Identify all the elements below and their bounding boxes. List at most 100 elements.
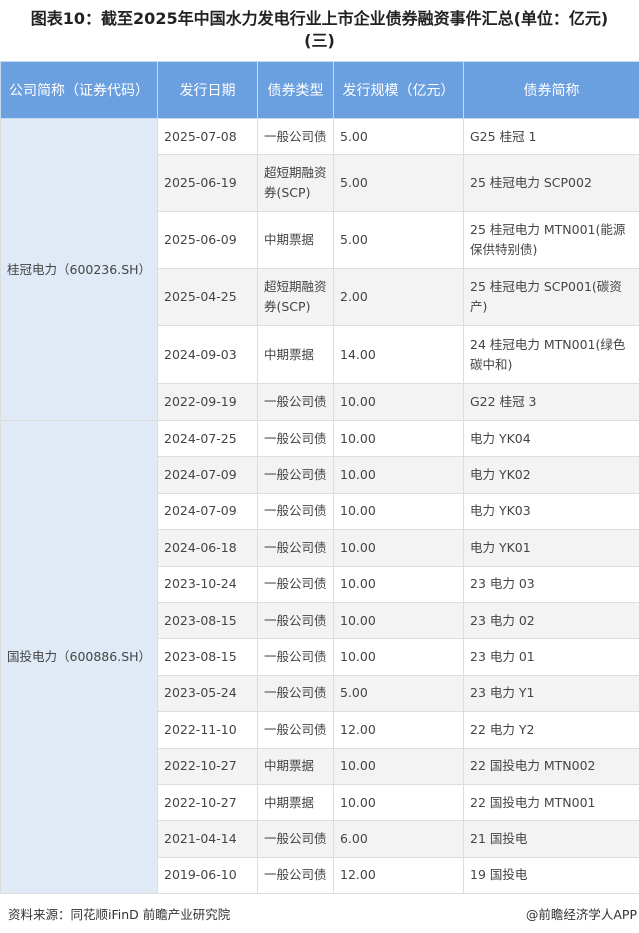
amount-cell: 14.00 [333, 325, 464, 384]
bond-name-cell: 25 桂冠电力 SCP001(碳资产) [463, 268, 639, 326]
date-cell: 2022-10-27 [157, 783, 258, 822]
amount-cell: 10.00 [333, 492, 464, 531]
amount-cell: 10.00 [333, 419, 464, 458]
date-cell: 2022-09-19 [157, 383, 258, 421]
title-line-1: 图表10：截至2025年中国水力发电行业上市企业债券融资事件汇总(单位：亿元) [30, 9, 609, 28]
type-cell: 中期票据 [257, 747, 334, 785]
table-row: 2025-04-25 超短期融资券(SCP) 2.00 25 桂冠电力 SCP001(… [1, 268, 639, 326]
type-cell: 一般公司债 [257, 529, 334, 567]
amount-cell: 10.00 [333, 456, 464, 494]
amount-cell: 5.00 [333, 674, 464, 713]
date-cell: 2024-07-25 [157, 419, 258, 458]
header-row: 公司简称（证券代码） 发行日期 债券类型 发行规模（亿元） 债券简称 [0, 61, 639, 119]
title-line-2: (三) [304, 31, 335, 50]
bond-name-cell: 21 国投电 [463, 820, 639, 858]
bond-name-cell: 电力 YK01 [463, 529, 639, 567]
type-cell: 一般公司债 [257, 711, 334, 749]
bond-name-cell: 19 国投电 [463, 856, 639, 895]
type-cell: 一般公司债 [257, 118, 334, 155]
date-cell: 2019-06-10 [157, 856, 258, 895]
type-cell: 一般公司债 [257, 638, 334, 676]
type-cell: 超短期融资券(SCP) [257, 154, 334, 212]
amount-cell: 12.00 [333, 856, 464, 895]
bond-name-cell: 电力 YK02 [463, 456, 639, 494]
company-cell: 国投电力（600886.SH） [0, 419, 158, 895]
bond-name-cell: 22 国投电力 MTN001 [463, 783, 639, 822]
bond-name-cell: 电力 YK03 [463, 492, 639, 531]
date-cell: 2023-08-15 [157, 601, 258, 640]
chart-title: 图表10：截至2025年中国水力发电行业上市企业债券融资事件汇总(单位：亿元) … [0, 8, 639, 52]
date-cell: 2022-11-10 [157, 711, 258, 749]
date-cell: 2024-07-09 [157, 492, 258, 531]
bond-name-cell: 25 桂冠电力 SCP002 [463, 154, 639, 212]
company-cell: 桂冠电力（600236.SH） [0, 118, 158, 421]
header-amount: 发行规模（亿元） [333, 61, 464, 119]
header-company: 公司简称（证券代码） [0, 61, 158, 119]
type-cell: 一般公司债 [257, 419, 334, 458]
amount-cell: 10.00 [333, 565, 464, 603]
type-cell: 一般公司债 [257, 601, 334, 640]
bond-name-cell: 22 电力 Y2 [463, 711, 639, 749]
bond-name-cell: 23 电力 Y1 [463, 674, 639, 713]
table-row: 国投电力（600886.SH） 2024-07-25 一般公司债 10.00 电力 YK… [0, 419, 639, 895]
bond-name-cell: 23 电力 01 [463, 638, 639, 676]
bond-name-cell: G25 桂冠 1 [463, 118, 639, 155]
amount-cell: 10.00 [333, 383, 464, 421]
type-cell: 一般公司债 [257, 820, 334, 858]
bond-name-cell: 24 桂冠电力 MTN001(绿色碳中和) [463, 325, 639, 384]
date-cell: 2023-05-24 [157, 674, 258, 713]
table-row: 2023-10-24 一般公司债 10.00 23 电力 03 [1, 565, 639, 603]
table-row: 2025-06-19 超短期融资券(SCP) 5.00 25 桂冠电力 SCP002 [1, 154, 639, 212]
table-row: 桂冠电力（600236.SH） 2025-07-08 一般公司债 5.00 G25 桂冠… [0, 118, 639, 421]
table-row: 2025-06-09 中期票据 5.00 25 桂冠电力 MTN001(能源保供特别债… [1, 211, 639, 269]
date-cell: 2024-06-18 [157, 529, 258, 567]
date-cell: 2024-09-03 [157, 325, 258, 384]
table-row: 2021-04-14 一般公司债 6.00 21 国投电 [1, 820, 639, 858]
type-cell: 中期票据 [257, 211, 334, 269]
date-cell: 2024-07-09 [157, 456, 258, 494]
table-row: 2024-07-09 一般公司债 10.00 电力 YK02 [1, 456, 639, 494]
bond-name-cell: 25 桂冠电力 MTN001(能源保供特别债) [463, 211, 639, 269]
type-cell: 一般公司债 [257, 565, 334, 603]
type-cell: 一般公司债 [257, 456, 334, 494]
date-cell: 2025-07-08 [157, 118, 258, 155]
bond-table: 公司简称（证券代码） 发行日期 债券类型 发行规模（亿元） 债券简称 桂冠电力（… [0, 61, 639, 895]
bond-name-cell: 电力 YK04 [463, 419, 639, 458]
type-cell: 中期票据 [257, 783, 334, 822]
date-cell: 2021-04-14 [157, 820, 258, 858]
table-row: 2022-09-19 一般公司债 10.00 G22 桂冠 3 [1, 383, 639, 421]
table-row: 2023-08-15 一般公司债 10.00 23 电力 02 [1, 601, 639, 640]
table-row: 2024-06-18 一般公司债 10.00 电力 YK01 [1, 529, 639, 567]
brand-note: @前瞻经济学人APP [525, 907, 637, 922]
header-bond-name: 债券简称 [463, 61, 639, 119]
date-cell: 2025-04-25 [157, 268, 258, 326]
amount-cell: 6.00 [333, 820, 464, 858]
bond-name-cell: 23 电力 02 [463, 601, 639, 640]
date-cell: 2025-06-19 [157, 154, 258, 212]
bond-name-cell: 22 国投电力 MTN002 [463, 747, 639, 785]
table-row: 2019-06-10 一般公司债 12.00 19 国投电 [1, 856, 639, 895]
amount-cell: 10.00 [333, 601, 464, 640]
type-cell: 一般公司债 [257, 492, 334, 531]
type-cell: 一般公司债 [257, 383, 334, 421]
date-cell: 2022-10-27 [157, 747, 258, 785]
type-cell: 一般公司债 [257, 674, 334, 713]
type-cell: 超短期融资券(SCP) [257, 268, 334, 326]
amount-cell: 5.00 [333, 211, 464, 269]
bond-name-cell: G22 桂冠 3 [463, 383, 639, 421]
amount-cell: 12.00 [333, 711, 464, 749]
table-row: 2024-07-09 一般公司债 10.00 电力 YK03 [1, 492, 639, 531]
header-date: 发行日期 [157, 61, 258, 119]
table-row: 2023-08-15 一般公司债 10.00 23 电力 01 [1, 638, 639, 676]
date-cell: 2025-06-09 [157, 211, 258, 269]
amount-cell: 10.00 [333, 638, 464, 676]
amount-cell: 10.00 [333, 783, 464, 822]
table-row: 2023-05-24 一般公司债 5.00 23 电力 Y1 [1, 674, 639, 713]
amount-cell: 10.00 [333, 747, 464, 785]
source-note: 资料来源：同花顺iFinD 前瞻产业研究院 [8, 907, 231, 922]
amount-cell: 2.00 [333, 268, 464, 326]
amount-cell: 5.00 [333, 154, 464, 212]
type-cell: 中期票据 [257, 325, 334, 384]
header-type: 债券类型 [257, 61, 334, 119]
bond-name-cell: 23 电力 03 [463, 565, 639, 603]
